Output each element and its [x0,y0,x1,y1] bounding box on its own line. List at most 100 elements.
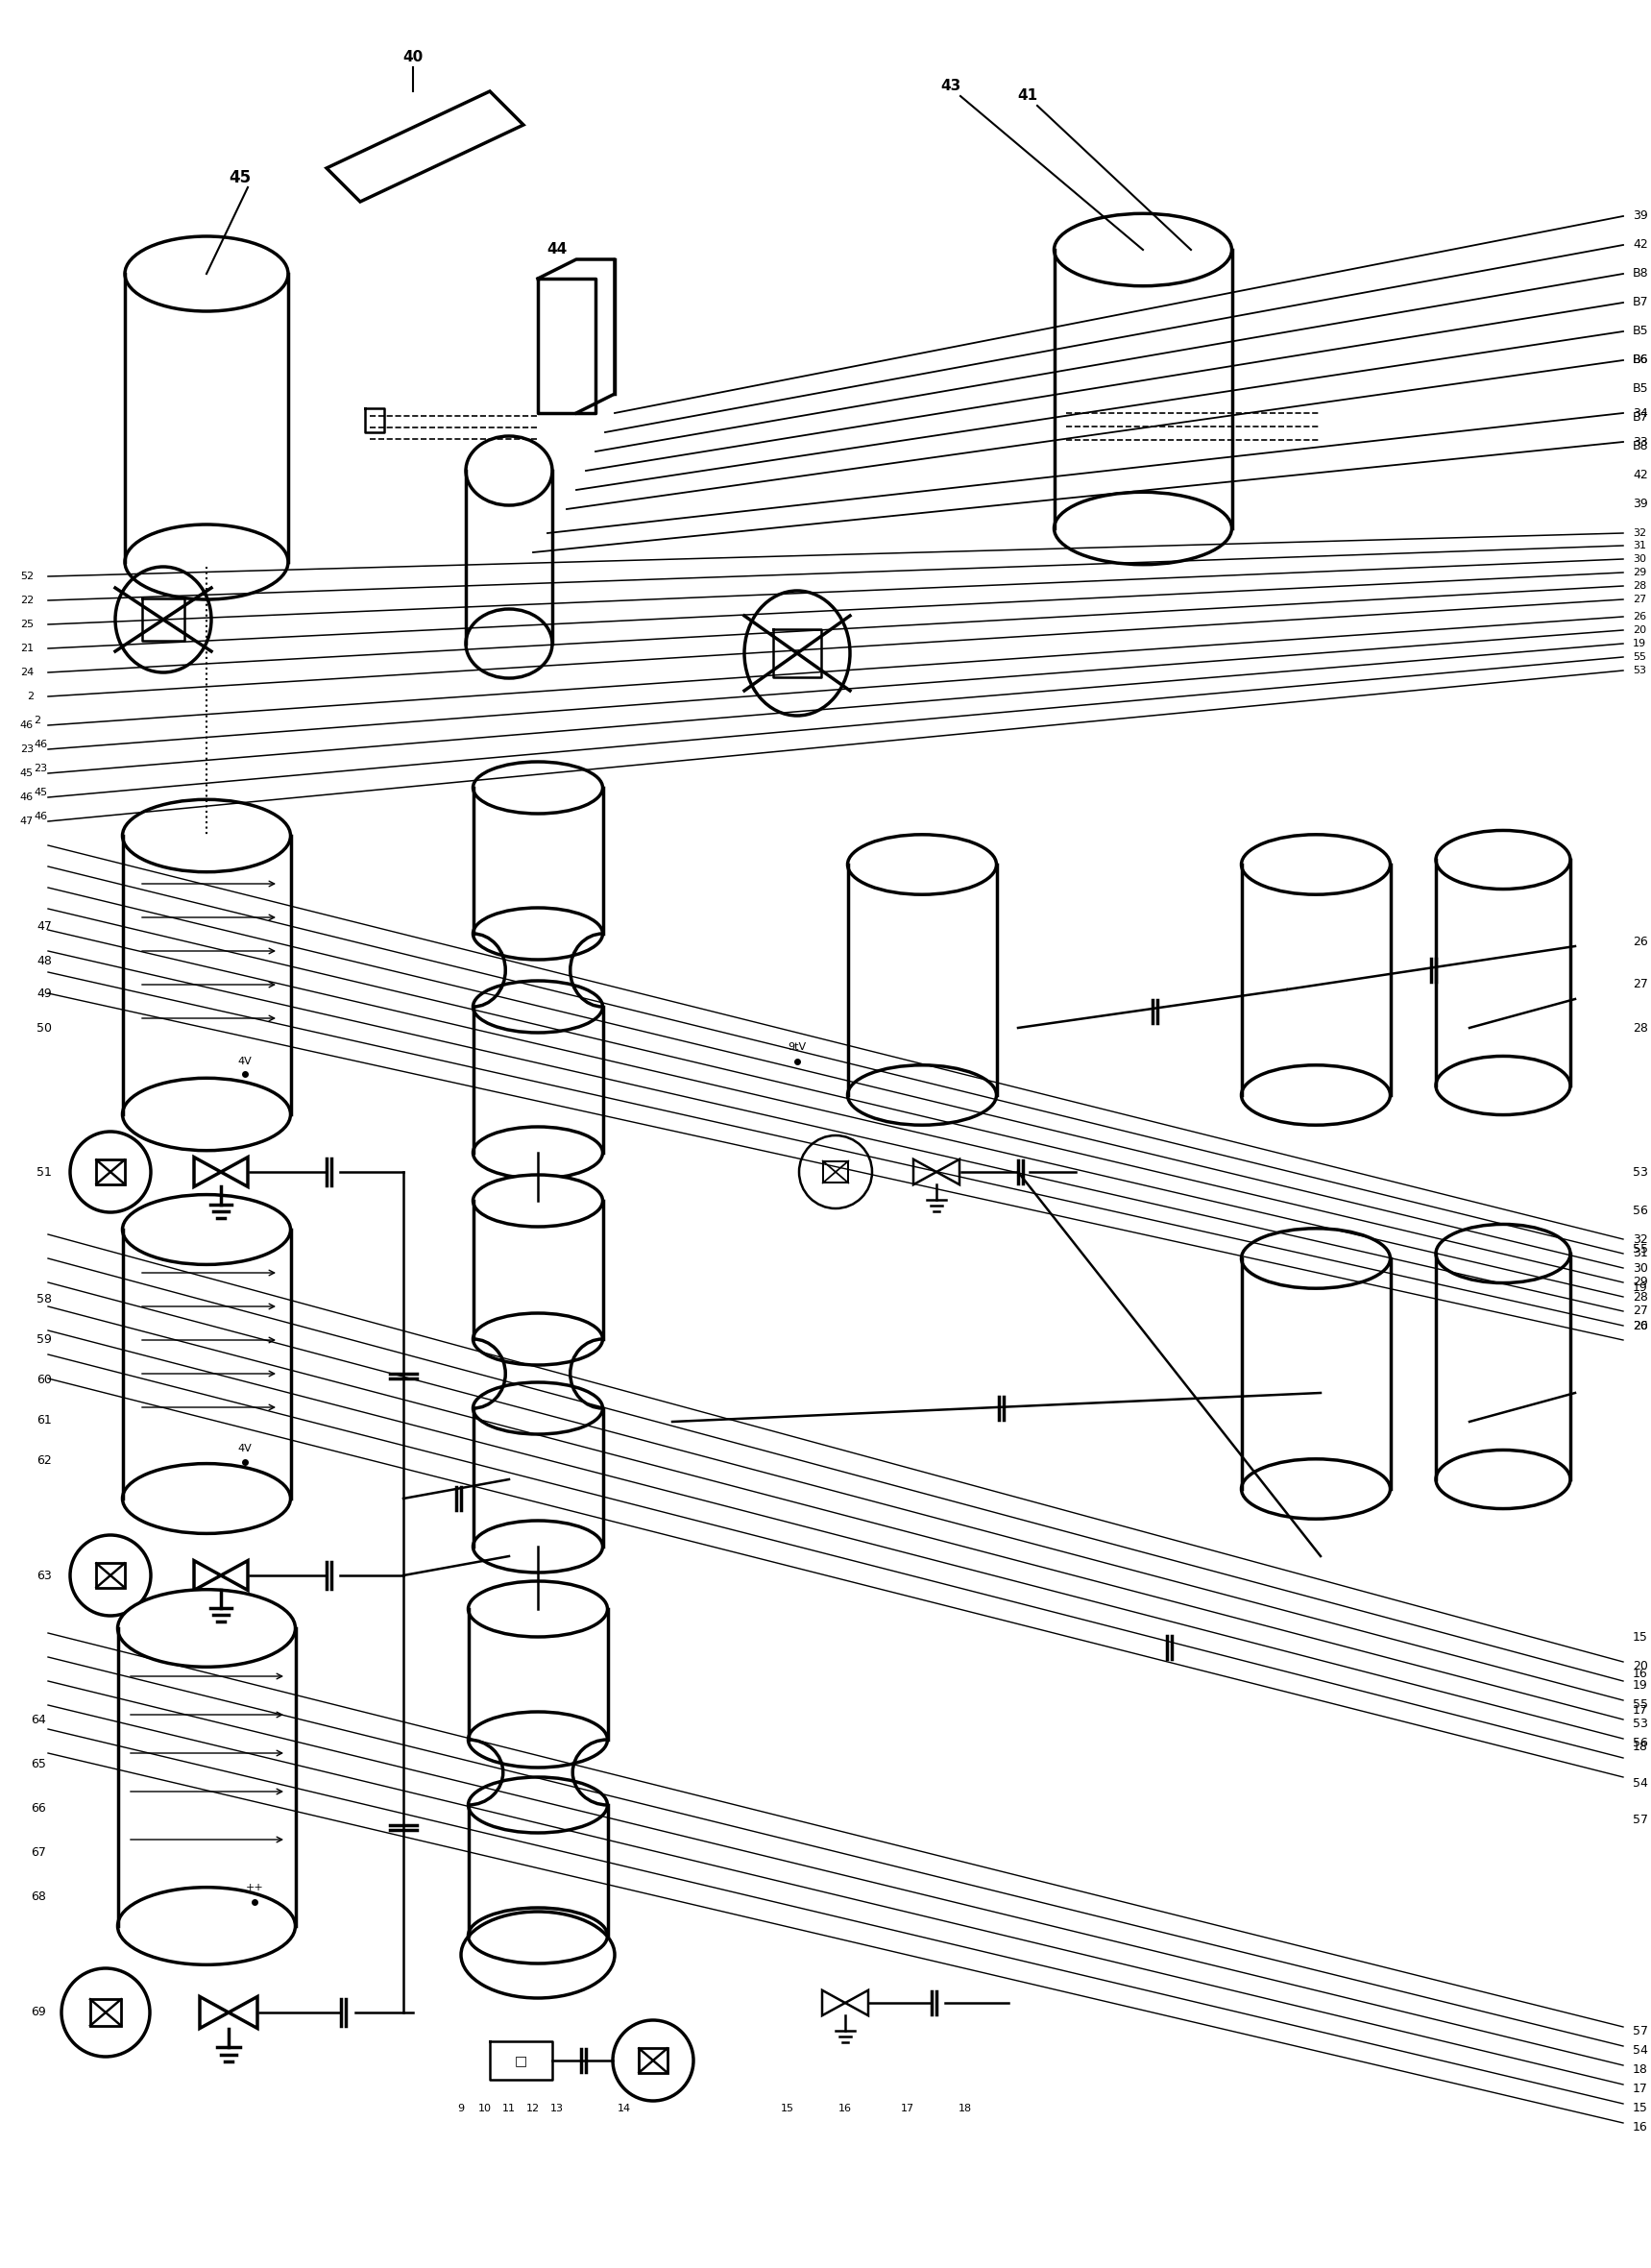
Ellipse shape [125,236,289,311]
Text: 20: 20 [1633,626,1646,635]
Text: 49: 49 [36,989,51,1000]
Text: 55: 55 [1633,653,1646,662]
Text: 2: 2 [33,717,41,726]
Text: 20: 20 [1633,1660,1648,1674]
Text: 57: 57 [1633,2025,1648,2039]
Text: 56: 56 [1633,1737,1648,1749]
Text: 19: 19 [1633,1281,1648,1293]
Text: 33: 33 [1633,435,1648,449]
Text: 46: 46 [33,812,48,821]
Text: 17: 17 [1633,1706,1648,1717]
Text: 66: 66 [31,1803,46,1814]
Text: 27: 27 [1633,1304,1648,1318]
Text: ++: ++ [246,1882,264,1892]
Text: 15: 15 [1633,1631,1648,1644]
Text: 23: 23 [20,744,33,753]
Text: 61: 61 [36,1413,51,1427]
Text: 42: 42 [1633,238,1648,252]
Text: 51: 51 [36,1166,51,1177]
Text: 18: 18 [1633,2064,1648,2077]
Text: 58: 58 [36,1293,51,1304]
Ellipse shape [1436,830,1570,889]
Text: 52: 52 [20,572,33,581]
Text: B7: B7 [1633,297,1649,308]
Text: 62: 62 [36,1454,51,1467]
Ellipse shape [847,835,997,894]
Text: 2: 2 [26,692,33,701]
Text: 17: 17 [1633,2082,1648,2096]
Text: 17: 17 [901,2105,915,2114]
Text: 31: 31 [1633,540,1646,551]
Text: 56: 56 [1633,1204,1648,1216]
Text: B8: B8 [1633,440,1649,454]
Text: 67: 67 [31,1846,46,1860]
Text: 29: 29 [1633,567,1646,578]
Text: B7: B7 [1633,411,1649,424]
Text: B5: B5 [1633,383,1649,395]
Text: 16: 16 [1633,1667,1648,1681]
Text: 54: 54 [1633,1778,1648,1789]
Bar [822,1161,849,1184]
Ellipse shape [122,801,291,871]
Text: 24: 24 [20,667,33,678]
Ellipse shape [1242,835,1390,894]
Text: 22: 22 [20,596,33,606]
Text: 4V: 4V [238,1057,253,1066]
Text: 68: 68 [31,1892,46,1903]
Bar [639,2048,667,2073]
Ellipse shape [474,1381,603,1433]
Ellipse shape [1242,1229,1390,1288]
Text: 53: 53 [1633,1719,1648,1730]
Ellipse shape [474,762,603,814]
Text: 53: 53 [1633,1166,1648,1177]
Ellipse shape [474,980,603,1032]
Text: 63: 63 [36,1569,51,1581]
Text: 54: 54 [1633,2046,1648,2057]
Text: 46: 46 [20,792,33,803]
Text: 18: 18 [959,2105,972,2114]
Text: 26: 26 [1633,934,1648,948]
Bar [96,1159,124,1184]
Text: 16: 16 [839,2105,852,2114]
Text: 55: 55 [1633,1699,1648,1712]
Text: 42: 42 [1633,469,1648,481]
Text: 26: 26 [1633,1320,1648,1331]
Text: 41: 41 [1017,88,1038,104]
Text: 30: 30 [1633,1261,1648,1275]
Text: 11: 11 [502,2105,515,2114]
Text: □: □ [513,2055,527,2066]
Text: 46: 46 [20,721,33,730]
Text: 32: 32 [1633,528,1646,538]
Ellipse shape [474,1175,603,1227]
Text: 60: 60 [36,1372,51,1386]
Text: 23: 23 [33,764,48,773]
Text: 34: 34 [1633,406,1648,420]
Bar [91,1998,121,2025]
Text: 19: 19 [1633,640,1646,649]
Text: 50: 50 [36,1021,51,1034]
Bar [96,1563,124,1588]
Text: 43: 43 [941,79,961,93]
Text: 45: 45 [229,170,251,186]
Ellipse shape [469,1778,608,1833]
Text: 48: 48 [36,955,51,966]
Text: 30: 30 [1633,553,1646,565]
Polygon shape [327,91,523,202]
Text: 28: 28 [1633,581,1646,590]
Text: 69: 69 [31,2007,46,2019]
Ellipse shape [469,1581,608,1637]
Text: 14: 14 [617,2105,631,2114]
Text: 47: 47 [20,816,33,826]
Text: 12: 12 [527,2105,540,2114]
Text: 65: 65 [31,1758,46,1771]
Text: 26: 26 [1633,612,1646,621]
Text: 16: 16 [1633,2121,1648,2134]
Text: 45: 45 [33,787,48,798]
Ellipse shape [1436,1225,1570,1284]
Text: B8: B8 [1633,268,1649,279]
Text: 46: 46 [33,739,48,748]
Text: 28: 28 [1633,1021,1648,1034]
Text: 9: 9 [457,2105,464,2114]
Text: 39: 39 [1633,211,1648,222]
Text: 25: 25 [20,619,33,628]
